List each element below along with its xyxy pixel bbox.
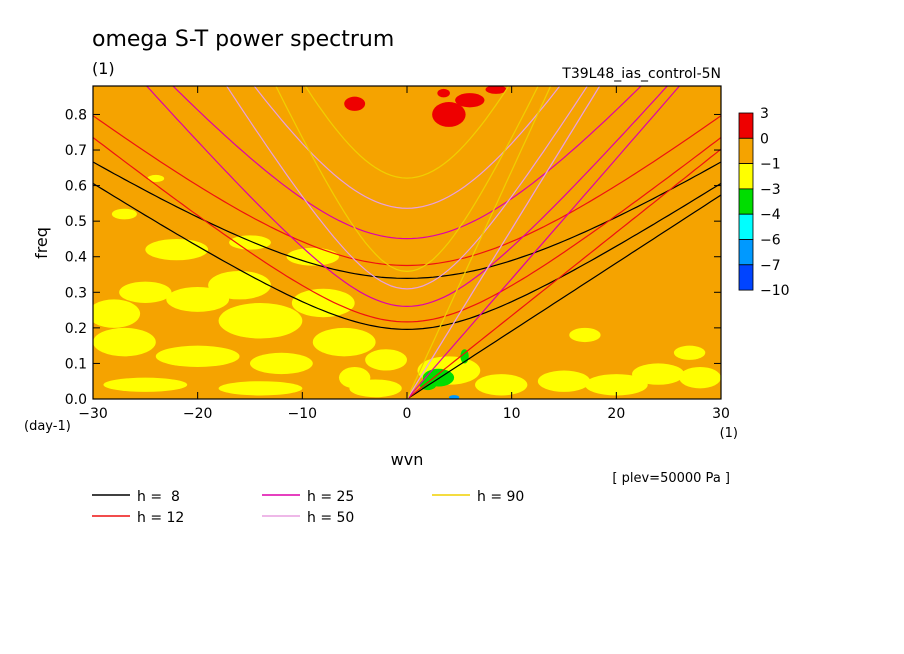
- colorbar-swatch: [738, 213, 754, 240]
- contour-patch-minus1: [679, 366, 721, 389]
- contour-patch-minus1: [218, 302, 303, 339]
- mixed-rossby-gravity-curve: [145, 86, 669, 308]
- colorbar-swatch: [738, 264, 754, 291]
- contour-patch-minus1: [166, 286, 230, 312]
- contour-layer-patches: [344, 86, 507, 399]
- plev-note: [ plev=50000 Pa ]: [612, 471, 730, 486]
- contour-patch: [455, 93, 485, 108]
- colorbar-swatch: [738, 239, 754, 266]
- contour-patch-minus1: [365, 349, 408, 371]
- contour-patch: [344, 96, 366, 111]
- colorbar-swatch: [738, 188, 754, 215]
- x-tick-label: 30: [712, 406, 730, 422]
- inertia-gravity-curve: [304, 86, 510, 179]
- y-tick-label: 0.7: [65, 143, 87, 159]
- x-axis: −30 −20 −10 0 10 20 30: [78, 86, 730, 422]
- x-axis-label: wvn: [391, 450, 424, 469]
- colorbar-label: −7: [760, 258, 781, 274]
- inertia-gravity-curve: [93, 115, 721, 267]
- y-axis-label: freq: [32, 227, 51, 259]
- chart-title: omega S-T power spectrum: [92, 27, 394, 52]
- contour-patch-minus1: [673, 345, 706, 360]
- contour-patch-minus1: [291, 288, 355, 318]
- kelvin-wave-curve: [406, 86, 601, 399]
- colorbar-swatch: [738, 137, 754, 165]
- inertia-gravity-curve: [253, 86, 561, 209]
- contour-patch-minus1: [584, 374, 648, 396]
- legend-label: h = 25: [307, 489, 354, 505]
- y-tick-label: 0.8: [65, 107, 87, 123]
- colorbar-label: 3: [760, 106, 769, 122]
- contour-patch-minus1: [537, 370, 591, 392]
- contour-patch-minus1: [569, 327, 601, 343]
- x-axis-unit: (1): [720, 426, 738, 441]
- y-tick-label: 0.0: [65, 392, 87, 408]
- contour-patch-minus1: [111, 208, 137, 220]
- colorbar: 3 0 −1 −3 −4 −6 −7 −10: [738, 106, 790, 299]
- kelvin-wave-curve: [406, 86, 552, 399]
- contour-patch-minus1: [145, 238, 209, 261]
- x-tick-label: −30: [78, 406, 108, 422]
- colorbar-label: −4: [760, 207, 781, 223]
- contour-patch-minus1: [250, 352, 313, 375]
- chart-subtitle-right: T39L48_ias_control-5N: [561, 66, 721, 82]
- mixed-rossby-gravity-curve: [225, 86, 589, 290]
- contour-patch-minus1: [208, 270, 271, 300]
- inertia-gravity-curve: [172, 86, 642, 240]
- legend-label: h = 50: [307, 510, 354, 526]
- y-axis: 0.0 0.1 0.2 0.3 0.4 0.5 0.6 0.7 0.8: [65, 107, 721, 408]
- kelvin-wave-curve: [406, 148, 721, 399]
- kelvin-wave-curve: [406, 86, 681, 399]
- contour-patch-minus1: [229, 235, 271, 250]
- dispersion-curves: [93, 86, 721, 399]
- legend-label: h = 12: [137, 510, 184, 526]
- colorbar-label: 0: [760, 131, 769, 147]
- colorbar-swatch: [738, 112, 754, 139]
- contour-patch: [437, 88, 450, 98]
- x-tick-label: −10: [288, 406, 318, 422]
- mixed-rossby-gravity-curve: [275, 86, 539, 273]
- contour-patch-minus1: [475, 374, 528, 396]
- colorbar-label: −6: [760, 233, 781, 249]
- contour-patch-minus1: [119, 281, 172, 303]
- contour-patch-minus1: [103, 377, 188, 392]
- y-tick-label: 0.5: [65, 214, 87, 230]
- inertia-gravity-curve: [93, 161, 721, 280]
- contour-patch-minus1: [338, 366, 371, 389]
- colorbar-label: −10: [760, 283, 790, 299]
- y-tick-label: 0.6: [65, 179, 87, 195]
- contour-patch: [448, 395, 460, 399]
- x-tick-label: 20: [607, 406, 625, 422]
- legend-label: h = 8: [137, 489, 180, 505]
- contour-layer-minus1: [93, 174, 721, 398]
- x-tick-label: 10: [503, 406, 521, 422]
- contour-patch-minus1: [155, 345, 240, 367]
- y-tick-label: 0.1: [65, 356, 87, 372]
- mixed-rossby-gravity-curve: [93, 182, 721, 331]
- colorbar-label: −1: [760, 157, 781, 173]
- contour-patch: [485, 86, 507, 94]
- legend: h = 8 h = 12 h = 25 h = 50 h = 90: [92, 489, 524, 526]
- contour-patch-minus1: [218, 381, 303, 396]
- y-tick-label: 0.3: [65, 285, 87, 301]
- colorbar-swatch: [738, 163, 754, 190]
- contour-patch-minus1: [147, 174, 165, 183]
- x-tick-label: −20: [183, 406, 213, 422]
- plot-area: [93, 86, 721, 399]
- contour-patch-minus1: [312, 327, 376, 357]
- x-tick-label: 0: [403, 406, 412, 422]
- y-axis-unit: (day-1): [24, 419, 71, 434]
- colorbar-label: −3: [760, 182, 781, 198]
- contour-patch-minus1: [632, 363, 685, 385]
- chart-subtitle-left: (1): [92, 59, 115, 78]
- y-tick-label: 0.4: [65, 250, 87, 266]
- contour-patch: [432, 102, 466, 127]
- contour-patch-minus1: [93, 299, 141, 328]
- mixed-rossby-gravity-curve: [93, 137, 721, 323]
- kelvin-wave-curve: [406, 194, 721, 399]
- contour-patch-minus1: [93, 327, 156, 357]
- y-tick-label: 0.2: [65, 321, 87, 337]
- legend-label: h = 90: [477, 489, 524, 505]
